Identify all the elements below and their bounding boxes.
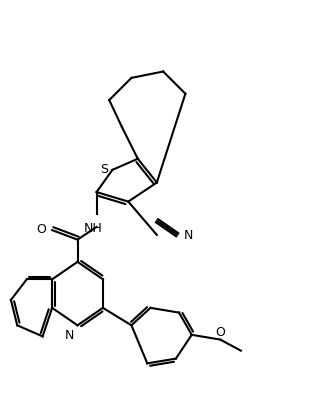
Text: O: O <box>215 325 225 338</box>
Text: S: S <box>100 162 108 175</box>
Text: NH: NH <box>84 221 103 234</box>
Text: N: N <box>65 329 74 342</box>
Text: O: O <box>36 223 46 235</box>
Text: N: N <box>184 229 193 242</box>
